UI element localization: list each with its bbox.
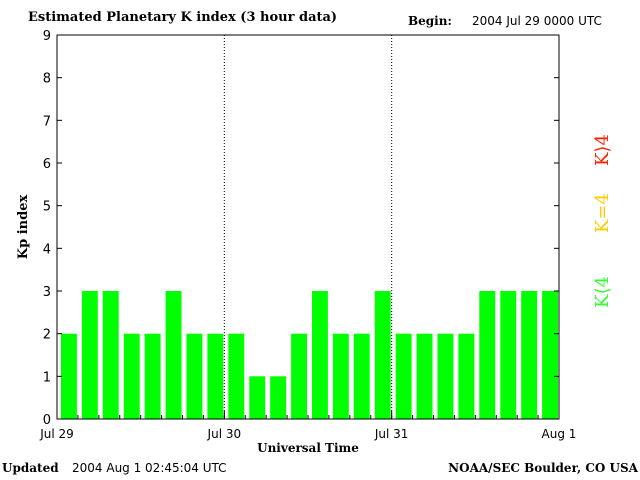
kp-bar <box>207 333 224 419</box>
updated-value: 2004 Aug 1 02:45:04 UTC <box>72 461 227 475</box>
y-tick-label: 4 <box>43 242 51 257</box>
chart-title: Estimated Planetary K index (3 hour data… <box>28 10 338 25</box>
day-dividers <box>223 35 393 419</box>
kp-bar <box>521 291 538 419</box>
kp-bar <box>249 376 266 419</box>
kp-bar <box>123 333 140 419</box>
kp-bar <box>165 291 182 419</box>
kp-bar <box>395 333 412 419</box>
x-tick-label: Aug 1 <box>542 427 577 441</box>
x-tick-label: Jul 31 <box>374 427 409 441</box>
kp-bar <box>500 291 517 419</box>
kp-bar <box>61 333 77 419</box>
kp-bar <box>228 333 245 419</box>
kp-bar <box>416 333 433 419</box>
legend-storm: K⟩4 <box>592 134 613 166</box>
x-tick-label: Jul 30 <box>207 427 242 441</box>
begin-value: 2004 Jul 29 0000 UTC <box>472 14 602 28</box>
kp-bar <box>353 333 370 419</box>
legend-quiet: K⟨4 <box>592 276 613 308</box>
kp-bar <box>291 333 307 419</box>
kp-bar <box>458 333 475 419</box>
y-tick-label: 2 <box>43 328 51 343</box>
axis-ticks: 0 1 2 3 4 5 6 7 8 9 Jul 29 Jul 30 Jul 31 Aug 1 <box>39 29 576 441</box>
x-axis-label: Universal Time <box>257 441 359 455</box>
y-tick-label: 8 <box>43 72 51 87</box>
kp-bar <box>479 291 496 419</box>
y-tick-label: 0 <box>43 413 51 428</box>
y-tick-label: 7 <box>43 114 51 129</box>
y-tick-label: 3 <box>43 285 51 300</box>
y-tick-label: 6 <box>43 157 51 172</box>
kp-bar <box>374 291 391 419</box>
bars-layer <box>61 291 558 419</box>
x-tick-label: Jul 29 <box>39 427 74 441</box>
kp-bar <box>102 291 119 419</box>
kp-bar <box>312 291 328 419</box>
y-tick-label: 9 <box>43 29 51 44</box>
y-tick-label: 1 <box>43 370 51 385</box>
kp-bar <box>81 291 98 419</box>
kp-bar <box>144 333 161 419</box>
kp-bar <box>270 376 287 419</box>
kp-bar <box>437 333 454 419</box>
legend-active: K=4 <box>592 193 613 233</box>
y-tick-label: 5 <box>43 200 51 215</box>
credit-text: NOAA/SEC Boulder, CO USA <box>448 461 638 475</box>
kp-bar <box>542 291 558 419</box>
updated-label: Updated <box>2 461 59 475</box>
kp-bar <box>332 333 349 419</box>
kp-bar <box>186 333 203 419</box>
y-axis-label: Kp index <box>16 195 31 260</box>
begin-label: Begin: <box>408 14 452 28</box>
